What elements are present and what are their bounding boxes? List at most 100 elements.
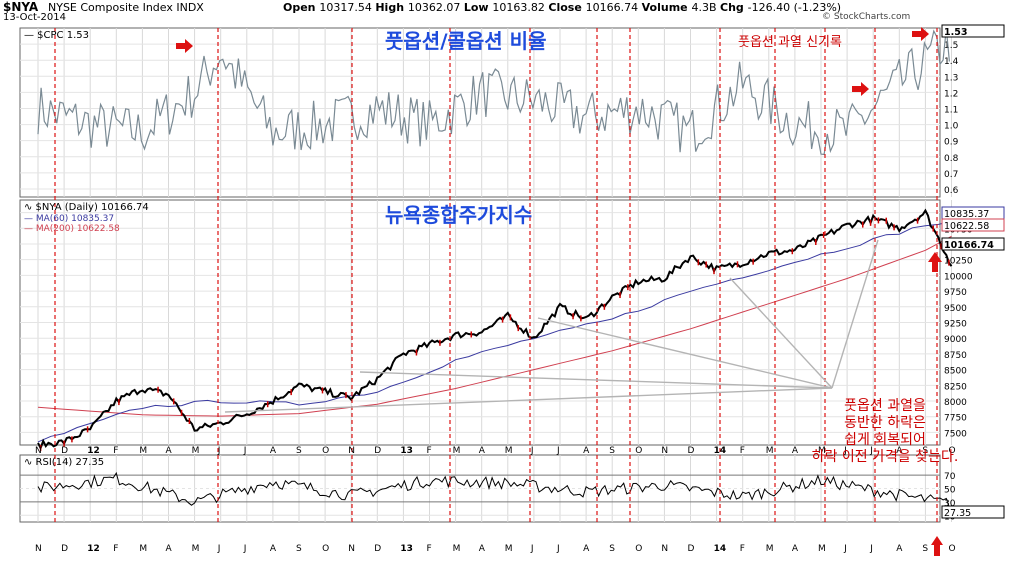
ma60-legend: — MA(60) 10835.37 bbox=[24, 214, 114, 224]
cpc-tick-label: 0.9 bbox=[944, 138, 959, 148]
cpc-tick-label: 1.4 bbox=[944, 57, 959, 67]
rsi-tick-label: 50 bbox=[944, 486, 956, 496]
x-label-price: A bbox=[166, 446, 173, 456]
price-tick-label: 8000 bbox=[944, 398, 967, 408]
x-label-price: M bbox=[192, 446, 200, 456]
chart-date: 13-Oct-2014 bbox=[3, 12, 66, 23]
x-label-price: A bbox=[479, 446, 486, 456]
ma60-value: 10835.37 bbox=[944, 209, 989, 220]
ma200-value: 10622.58 bbox=[944, 221, 989, 232]
x-label-rsi: F bbox=[113, 544, 118, 554]
record-annotation-kr: 풋옵션 과열 신기록 bbox=[738, 35, 842, 50]
x-label-rsi: D bbox=[61, 544, 68, 554]
ohlc-value-chg: -126.40 (-1.23%) bbox=[747, 1, 842, 14]
rsi-last-value-box bbox=[941, 505, 1005, 519]
x-label-rsi: M bbox=[453, 544, 461, 554]
x-label-rsi: M bbox=[766, 544, 774, 554]
price-tick-label: 9000 bbox=[944, 335, 967, 345]
gray-pointer-arrow bbox=[831, 239, 879, 389]
annotation-note: 풋옵션 과열을 동반한 하락은 쉽게 회복되어 하락 이전 가격을 찾는다. bbox=[811, 398, 959, 465]
ohlc-value-high: 10362.07 bbox=[407, 1, 464, 14]
x-label-price: 14 bbox=[714, 446, 727, 456]
x-label-price: J bbox=[530, 446, 534, 456]
ma200-legend: — MA(200) 10622.58 bbox=[24, 224, 120, 234]
x-label-price: A bbox=[792, 446, 799, 456]
x-label-price: A bbox=[896, 446, 903, 456]
ohlc-label-low: Low bbox=[463, 1, 493, 14]
x-label-rsi: A bbox=[270, 544, 277, 554]
gray-pointer-arrow bbox=[537, 317, 833, 389]
cpc-tick-label: 1.1 bbox=[944, 105, 958, 115]
price-tick-label: 10000 bbox=[944, 272, 973, 282]
x-label-rsi: S bbox=[609, 544, 615, 554]
x-label-rsi: D bbox=[688, 544, 695, 554]
cpc-tick-label: 1.5 bbox=[944, 41, 958, 51]
x-label-rsi: J bbox=[217, 544, 221, 554]
x-label-price: O bbox=[635, 446, 642, 456]
price-tick-label: 9250 bbox=[944, 320, 967, 330]
cpc-tick-label: 1.2 bbox=[944, 89, 958, 99]
cpc-series-line bbox=[37, 28, 950, 156]
x-label-rsi: J bbox=[530, 544, 534, 554]
cpc-tick-label: 1.0 bbox=[944, 122, 959, 132]
ohlc-value-close: 10166.74 bbox=[585, 1, 642, 14]
x-label-price: S bbox=[296, 446, 302, 456]
red-arrow-2014 bbox=[852, 82, 869, 96]
ohlc-label-high: High bbox=[375, 1, 408, 14]
x-label-rsi: J bbox=[843, 544, 847, 554]
price-tick-label: 8500 bbox=[944, 367, 967, 377]
x-label-rsi: 14 bbox=[714, 544, 727, 554]
x-label-rsi: A bbox=[896, 544, 903, 554]
x-label-rsi: 12 bbox=[87, 544, 100, 554]
price-tick-label: 10250 bbox=[944, 257, 973, 267]
rsi-tick-label: 70 bbox=[944, 472, 956, 482]
x-label-price: D bbox=[61, 446, 68, 456]
x-label-price: M bbox=[453, 446, 461, 456]
x-label-price: N bbox=[348, 446, 355, 456]
ohlc-label-volume: Volume bbox=[641, 1, 692, 14]
x-label-rsi: D bbox=[374, 544, 381, 554]
x-label-rsi: O bbox=[635, 544, 642, 554]
x-label-price: F bbox=[427, 446, 432, 456]
ohlc-value-open: 10317.54 bbox=[319, 1, 376, 14]
x-label-price: J bbox=[556, 446, 560, 456]
x-label-price: M bbox=[818, 446, 826, 456]
x-label-price: J bbox=[843, 446, 847, 456]
price-legend: ∿ $NYA (Daily) 10166.74 bbox=[24, 202, 149, 213]
x-label-rsi: O bbox=[949, 544, 956, 554]
x-label-price: O bbox=[949, 446, 956, 456]
red-arrow-price-low bbox=[928, 252, 942, 272]
ma200-value-box bbox=[941, 218, 1005, 232]
symbol-label: $NYA bbox=[3, 0, 39, 14]
x-label-rsi: N bbox=[348, 544, 355, 554]
x-label-rsi: O bbox=[322, 544, 329, 554]
x-label-price: J bbox=[869, 446, 873, 456]
x-label-price: A bbox=[270, 446, 277, 456]
ohlc-value-volume: 4.3B bbox=[691, 1, 720, 14]
x-label-price: 13 bbox=[400, 446, 413, 456]
x-label-rsi: F bbox=[427, 544, 432, 554]
red-arrow-2012 bbox=[176, 39, 193, 53]
index-name: NYSE Composite Index INDX bbox=[48, 1, 204, 14]
price-tick-label: 9750 bbox=[944, 288, 967, 298]
x-label-rsi: A bbox=[583, 544, 590, 554]
x-label-rsi: F bbox=[740, 544, 745, 554]
price-series-line bbox=[37, 208, 953, 451]
x-label-price: 12 bbox=[87, 446, 100, 456]
x-label-rsi: M bbox=[192, 544, 200, 554]
close-value: 10166.74 bbox=[944, 240, 994, 251]
cpc-last-value: 1.53 bbox=[944, 27, 967, 38]
x-label-rsi: S bbox=[296, 544, 302, 554]
cpc-legend: — $CPC 1.53 bbox=[24, 30, 89, 41]
price-title-kr: 뉴욕종합주가지수 bbox=[385, 203, 532, 227]
x-label-price: N bbox=[35, 446, 42, 456]
ohlc-label-chg: Chg bbox=[720, 1, 748, 14]
rsi-series-line bbox=[37, 471, 950, 509]
price-tick-label: 8750 bbox=[944, 351, 967, 361]
price-tick-label: 8250 bbox=[944, 382, 967, 392]
cpc-tick-label: 0.7 bbox=[944, 170, 958, 180]
ohlc-summary: Open 10317.54 High 10362.07 Low 10163.82… bbox=[283, 1, 841, 14]
x-label-rsi: J bbox=[556, 544, 560, 554]
x-label-rsi: M bbox=[818, 544, 826, 554]
